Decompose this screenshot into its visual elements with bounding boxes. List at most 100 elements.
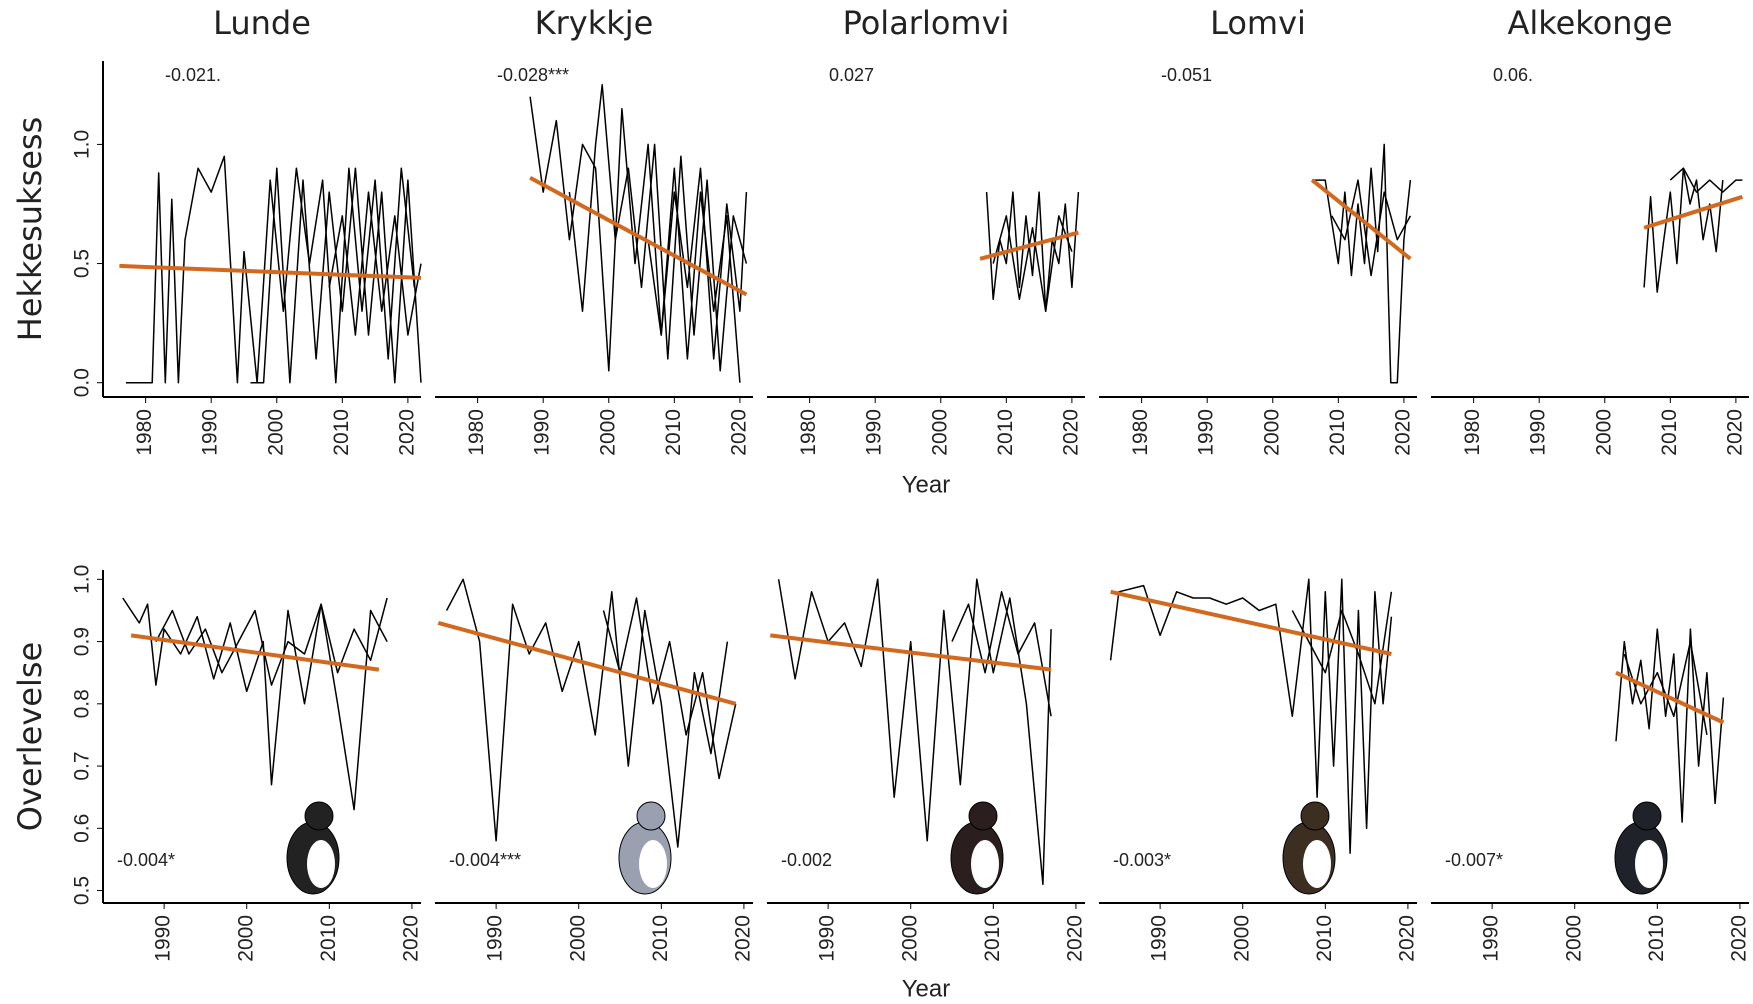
x-tick-label: 1990 bbox=[1527, 409, 1550, 456]
x-tick-label: 2020 bbox=[399, 915, 422, 962]
bird-belly bbox=[1635, 840, 1663, 888]
x-tick-label: 2010 bbox=[981, 915, 1004, 962]
coefficient: 0.027 bbox=[829, 65, 874, 85]
x-tick-label: 2010 bbox=[1313, 915, 1336, 962]
data-line bbox=[529, 96, 741, 383]
bird-belly bbox=[307, 840, 335, 888]
data-line bbox=[777, 578, 1052, 886]
data-line bbox=[155, 597, 388, 686]
panel-title: Lunde bbox=[213, 4, 311, 42]
coefficient: 0.06. bbox=[1493, 65, 1533, 85]
x-tick-label: 2000 bbox=[1260, 409, 1283, 456]
data-line bbox=[445, 578, 729, 848]
coefficient: -0.004*** bbox=[449, 850, 521, 870]
x-tick-label: 1980 bbox=[797, 409, 820, 456]
trend-line bbox=[1110, 589, 1392, 656]
x-tick-label: 2000 bbox=[1230, 915, 1253, 962]
bird-belly bbox=[1303, 840, 1331, 888]
x-tick-label: 2000 bbox=[566, 915, 589, 962]
x-tick-label: 2020 bbox=[1727, 915, 1750, 962]
x-tick-label: 1990 bbox=[816, 915, 839, 962]
y-tick-label: 0.8 bbox=[71, 689, 94, 718]
bird-head bbox=[1300, 801, 1330, 831]
panel-title: Krykkje bbox=[535, 4, 654, 42]
bird-belly bbox=[639, 840, 667, 888]
coefficient: -0.007* bbox=[1445, 850, 1503, 870]
coefficient: -0.021. bbox=[165, 65, 221, 85]
x-tick-label: 2000 bbox=[928, 409, 951, 456]
panel-title: Alkekonge bbox=[1507, 4, 1672, 42]
data-line bbox=[992, 215, 1073, 312]
trend-line bbox=[979, 230, 1079, 261]
x-tick-label: 2020 bbox=[727, 409, 750, 456]
y-tick-label: 0.5 bbox=[71, 249, 94, 278]
data-line bbox=[985, 191, 1080, 312]
bird-head bbox=[636, 801, 666, 831]
x-tick-label: 2000 bbox=[234, 915, 257, 962]
x-tick-label: 2010 bbox=[994, 409, 1017, 456]
data-line bbox=[122, 597, 388, 811]
x-tick-label: 2010 bbox=[330, 409, 353, 456]
x-tick-label: 1980 bbox=[133, 409, 156, 456]
trend-line bbox=[1310, 178, 1412, 261]
data-line bbox=[568, 84, 748, 372]
data-line bbox=[1643, 167, 1724, 293]
trend-line bbox=[130, 633, 380, 672]
y-tick-label: 1.0 bbox=[71, 130, 94, 159]
x-axis-label: Year bbox=[902, 975, 951, 1002]
y-tick-label: 0.7 bbox=[71, 751, 94, 780]
data-line bbox=[647, 167, 748, 360]
y-axis-label: Overlevelse bbox=[11, 642, 49, 831]
y-tick-label: 0.6 bbox=[71, 814, 94, 843]
x-tick-label: 2010 bbox=[1658, 409, 1681, 456]
bird-belly bbox=[971, 840, 999, 888]
x-tick-label: 1980 bbox=[1461, 409, 1484, 456]
bird-head bbox=[1632, 801, 1662, 831]
trend-line bbox=[770, 633, 1052, 672]
x-tick-label: 1980 bbox=[1129, 409, 1152, 456]
x-tick-label: 1990 bbox=[1148, 915, 1171, 962]
x-tick-label: 2010 bbox=[1326, 409, 1349, 456]
x-tick-label: 2020 bbox=[1063, 915, 1086, 962]
data-line bbox=[1331, 179, 1412, 277]
x-tick-label: 2020 bbox=[1395, 915, 1418, 962]
x-tick-label: 2010 bbox=[317, 915, 340, 962]
x-tick-label: 1990 bbox=[863, 409, 886, 456]
y-tick-label: 0.5 bbox=[71, 876, 94, 905]
trend-line bbox=[1615, 670, 1725, 725]
x-tick-label: 2000 bbox=[264, 409, 287, 456]
bird-head bbox=[968, 801, 998, 831]
y-axis-label: Hekkesuksess bbox=[11, 117, 49, 342]
data-line bbox=[1109, 578, 1393, 854]
y-tick-label: 0.0 bbox=[71, 368, 94, 397]
x-tick-label: 2000 bbox=[898, 915, 921, 962]
x-tick-label: 1990 bbox=[1195, 409, 1218, 456]
panel-title: Polarlomvi bbox=[843, 4, 1010, 42]
data-line bbox=[1312, 143, 1412, 384]
data-line bbox=[951, 591, 1052, 717]
trend-line bbox=[119, 263, 422, 280]
x-tick-label: 2000 bbox=[596, 409, 619, 456]
x-tick-label: 2000 bbox=[1592, 409, 1615, 456]
trend-line bbox=[529, 176, 748, 297]
data-line bbox=[1291, 591, 1393, 705]
data-line bbox=[602, 597, 737, 780]
trend-line bbox=[1643, 194, 1744, 230]
x-tick-label: 1990 bbox=[199, 409, 222, 456]
y-tick-label: 1.0 bbox=[71, 565, 94, 594]
x-tick-label: 2000 bbox=[1562, 915, 1585, 962]
x-axis-label: Year bbox=[902, 471, 951, 498]
coefficient: -0.002 bbox=[781, 850, 832, 870]
x-tick-label: 1990 bbox=[1480, 915, 1503, 962]
x-tick-label: 2020 bbox=[1059, 409, 1082, 456]
x-tick-label: 2010 bbox=[1645, 915, 1668, 962]
data-line bbox=[1615, 628, 1725, 823]
x-tick-label: 1980 bbox=[465, 409, 488, 456]
x-tick-label: 2020 bbox=[395, 409, 418, 456]
x-tick-label: 2020 bbox=[731, 915, 754, 962]
x-tick-label: 2020 bbox=[1723, 409, 1746, 456]
x-tick-label: 1990 bbox=[531, 409, 554, 456]
y-tick-label: 0.9 bbox=[71, 627, 94, 656]
data-line bbox=[1669, 167, 1743, 193]
